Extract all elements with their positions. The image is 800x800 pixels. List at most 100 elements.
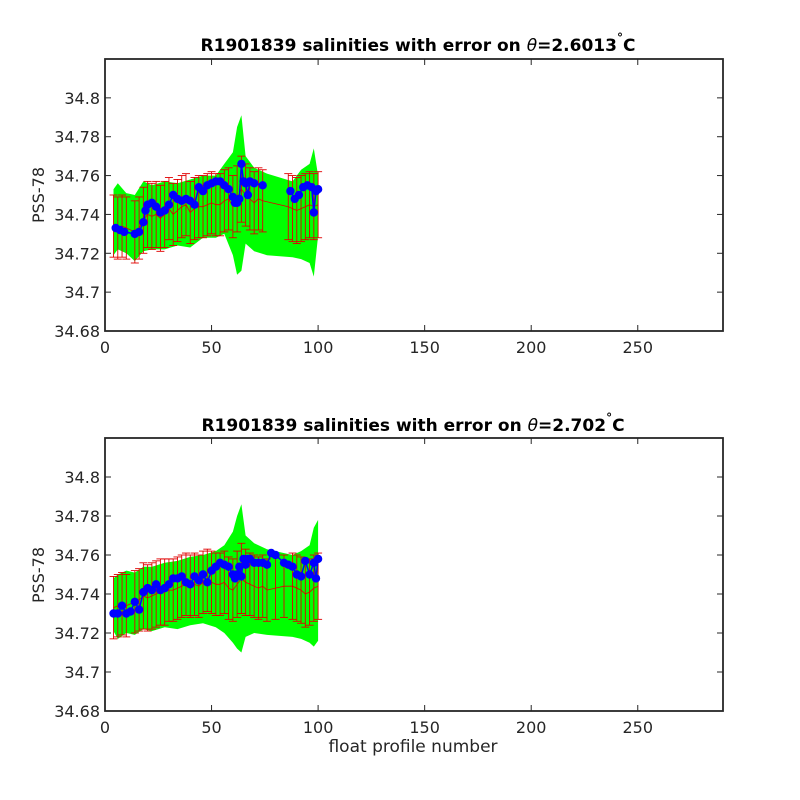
bottom-y-tick-label: 34.78 — [54, 507, 100, 526]
top-chart-title: R1901839 salinities with error on θ=2.60… — [201, 31, 636, 56]
bottom-salinity-point — [313, 554, 323, 564]
bottom-errorbar — [177, 554, 186, 618]
bottom-errorbar — [147, 562, 156, 630]
bottom-errorbar — [143, 564, 152, 632]
bottom-errorbar — [152, 560, 161, 628]
bottom-salinity-point — [147, 585, 157, 595]
bottom-errorbar — [194, 554, 203, 618]
top-salinity-point — [139, 218, 148, 227]
bottom-chart: R1901839 salinities with error on θ=2.70… — [29, 411, 724, 757]
top-salinity-point — [313, 185, 323, 194]
top-y-tick-label: 34.74 — [54, 205, 100, 224]
bottom-salinity-point — [186, 580, 195, 589]
bottom-errorbar — [245, 552, 254, 616]
top-y-tick-label: 34.72 — [54, 244, 100, 263]
bottom-salinity-point — [177, 572, 186, 581]
top-salinity-point — [134, 227, 144, 237]
top-errorbar — [292, 177, 301, 245]
bottom-chart-plot-area: 0 50 100 150 200 250 34.68 34.7 34.72 34.74 34.76 3… — [54, 437, 724, 737]
bottom-errorbar — [122, 574, 131, 638]
top-salinity-point — [164, 200, 174, 209]
bottom-y-tick-label: 34.7 — [64, 663, 100, 682]
top-chart-y-axis-label: PSS-78 — [29, 167, 48, 223]
bottom-y-tick-label: 34.74 — [54, 585, 100, 604]
top-errorbar — [152, 180, 161, 248]
bottom-y-tick-label: 34.8 — [64, 468, 100, 487]
bottom-y-tick-label: 34.76 — [54, 546, 100, 565]
top-errorbar — [220, 169, 229, 233]
bottom-salinity-point — [113, 609, 123, 618]
top-errorbar — [181, 173, 190, 237]
top-x-tick-label: 200 — [516, 338, 547, 357]
top-x-tick-label: 100 — [303, 338, 334, 357]
bottom-errorbar — [113, 574, 122, 638]
top-y-tick-label: 34.76 — [54, 167, 100, 186]
bottom-salinity-point — [194, 576, 203, 585]
top-salinity-point — [235, 194, 244, 204]
bottom-x-tick-label: 250 — [622, 718, 653, 737]
bottom-x-tick-label: 0 — [100, 718, 110, 737]
top-errorbar — [177, 175, 186, 239]
top-salinity-point — [224, 185, 233, 194]
top-y-tick-label: 34.68 — [54, 322, 100, 341]
bottom-salinity-point — [198, 570, 208, 579]
bottom-x-tick-label: 200 — [516, 718, 547, 737]
top-errorbar — [314, 171, 323, 239]
bottom-salinity-point — [305, 570, 314, 579]
top-salinity-point — [190, 200, 199, 209]
top-errorbar — [228, 175, 237, 239]
bottom-errorbar — [292, 554, 301, 622]
top-errorbar — [186, 180, 195, 245]
top-y-tick-label: 34.8 — [64, 89, 100, 108]
bottom-errorbar — [109, 576, 118, 640]
top-salinity-point — [250, 179, 259, 188]
bottom-salinity-point — [262, 560, 272, 569]
top-errorbar — [143, 180, 152, 248]
top-chart-plot-area: 0 50 100 150 200 250 34.68 34.7 34.72 34.74 34.76 3… — [54, 58, 724, 357]
bottom-salinity-point — [296, 572, 306, 581]
top-errorbar — [122, 196, 131, 260]
top-x-tick-label: 50 — [201, 338, 221, 357]
top-chart: R1901839 salinities with error on θ=2.60… — [29, 31, 724, 357]
bottom-data-layer — [109, 504, 323, 653]
bottom-errorbar — [135, 568, 144, 632]
bottom-x-tick-label: 50 — [201, 718, 221, 737]
top-salinity-point — [160, 206, 169, 215]
bottom-errorbar — [173, 556, 182, 620]
bottom-y-tick-label: 34.72 — [54, 624, 100, 643]
bottom-errorbar — [169, 558, 178, 622]
bottom-chart-y-axis-label: PSS-78 — [29, 547, 48, 603]
bottom-salinity-point — [164, 580, 174, 589]
top-salinity-point — [151, 202, 161, 211]
top-salinity-point — [286, 186, 295, 196]
top-errorbar — [258, 169, 267, 233]
top-errorbar — [156, 184, 165, 252]
top-errorbar — [118, 194, 127, 258]
top-x-tick-label: 250 — [622, 338, 653, 357]
bottom-errorbar — [233, 550, 242, 618]
top-data-layer — [109, 115, 323, 277]
top-errorbar — [254, 167, 263, 231]
bottom-salinity-point — [237, 572, 246, 581]
bottom-chart-title: R1901839 salinities with error on θ=2.70… — [201, 411, 624, 436]
top-x-tick-label: 0 — [100, 338, 110, 357]
bottom-salinity-point — [301, 556, 310, 566]
bottom-salinity-point — [126, 607, 135, 616]
top-y-tick-label: 34.7 — [64, 283, 100, 302]
bottom-salinity-point — [130, 597, 139, 606]
bottom-salinity-point — [311, 574, 321, 583]
top-salinity-point — [198, 186, 208, 196]
bottom-errorbar — [190, 552, 199, 616]
top-axes-box — [104, 58, 724, 332]
bottom-salinity-point — [134, 605, 144, 614]
bottom-axes-box — [104, 437, 724, 712]
top-errorbar — [173, 179, 182, 243]
top-salinity-point — [258, 181, 267, 190]
bottom-errorbar — [254, 556, 263, 620]
top-y-tick-label: 34.78 — [54, 128, 100, 147]
x-axis-label: float profile number — [328, 737, 497, 757]
bottom-salinity-point — [288, 562, 297, 571]
top-salinity-point — [294, 190, 304, 200]
